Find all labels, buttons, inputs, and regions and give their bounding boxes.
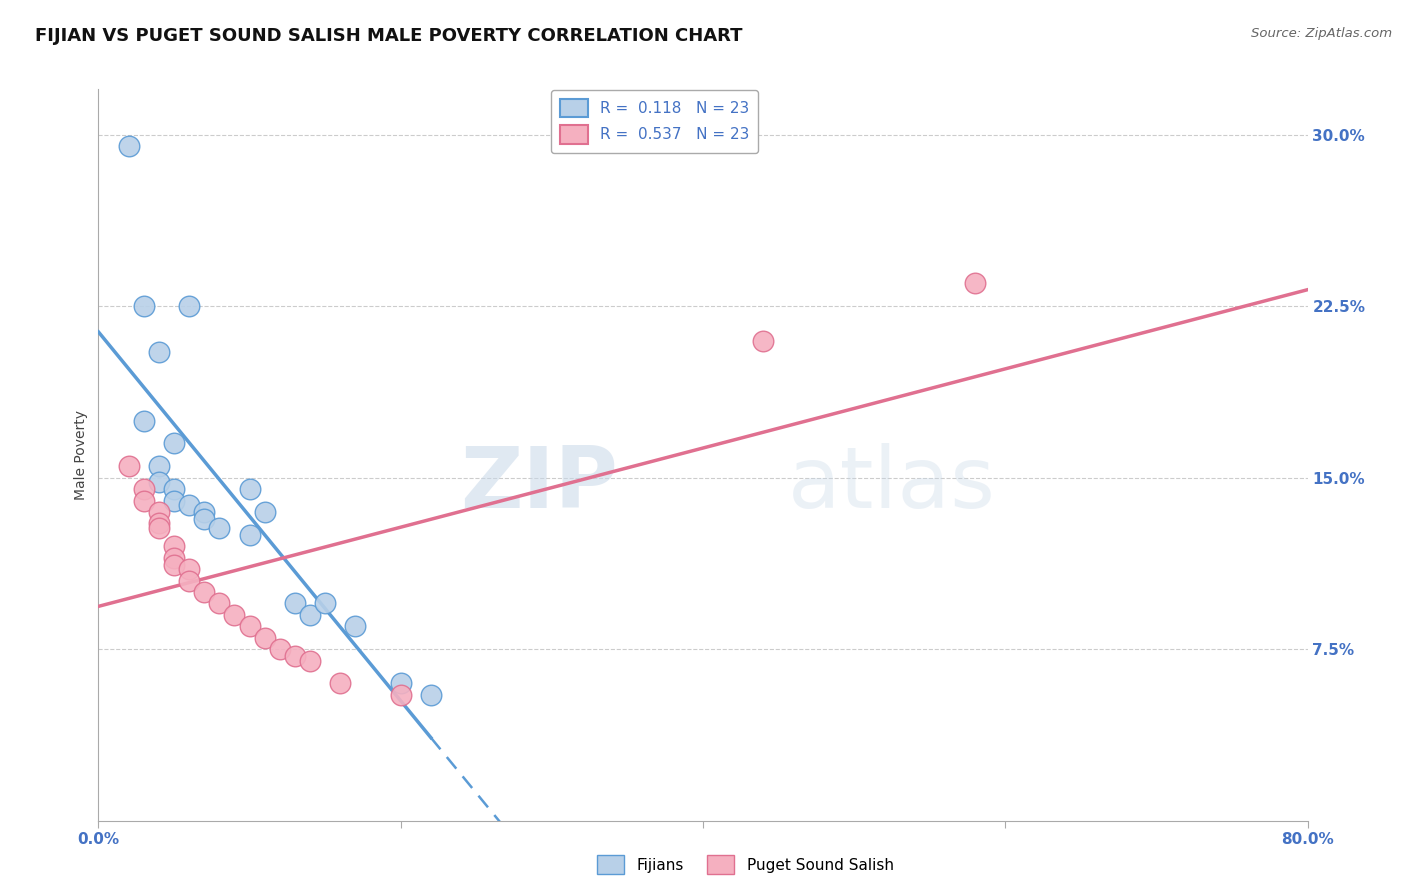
Point (253, 505, 276, 519)
Point (193, 505, 215, 519)
Point (193, 585, 215, 599)
Point (163, 539, 186, 553)
Point (179, 562, 201, 576)
Point (132, 493, 155, 508)
Text: atlas: atlas (787, 442, 995, 525)
Point (329, 676, 352, 690)
Text: FIJIAN VS PUGET SOUND SALISH MALE POVERTY CORRELATION CHART: FIJIAN VS PUGET SOUND SALISH MALE POVERT… (35, 27, 742, 45)
Point (269, 642, 291, 657)
Legend: Fijians, Puget Sound Salish: Fijians, Puget Sound Salish (591, 849, 900, 880)
Point (148, 345, 170, 359)
Point (965, 277, 987, 291)
Point (132, 414, 155, 428)
Point (314, 597, 336, 611)
Point (239, 482, 262, 496)
Point (148, 516, 170, 531)
Point (299, 654, 322, 668)
Point (299, 607, 322, 622)
Point (284, 597, 307, 611)
Point (224, 607, 246, 622)
Point (208, 597, 231, 611)
Point (118, 459, 141, 474)
Point (420, 688, 443, 702)
Text: Source: ZipAtlas.com: Source: ZipAtlas.com (1251, 27, 1392, 40)
Point (118, 139, 141, 153)
Point (132, 482, 155, 496)
Point (179, 574, 201, 588)
Point (163, 436, 186, 450)
Point (179, 498, 201, 512)
Point (239, 619, 262, 633)
Point (344, 619, 367, 633)
Legend: R =  0.118   N = 23, R =  0.537   N = 23: R = 0.118 N = 23, R = 0.537 N = 23 (551, 89, 758, 153)
Point (389, 688, 412, 702)
Point (752, 334, 775, 348)
Point (284, 649, 307, 664)
Point (132, 299, 155, 313)
Point (148, 505, 170, 519)
Point (163, 493, 186, 508)
Point (163, 558, 186, 572)
Point (208, 521, 231, 535)
Point (163, 550, 186, 565)
Point (148, 521, 170, 535)
Text: ZIP: ZIP (461, 442, 619, 525)
Point (179, 299, 201, 313)
Y-axis label: Male Poverty: Male Poverty (75, 410, 89, 500)
Point (148, 475, 170, 490)
Point (389, 676, 412, 690)
Point (253, 631, 276, 645)
Point (163, 482, 186, 496)
Point (148, 459, 170, 474)
Point (193, 512, 215, 526)
Point (239, 528, 262, 542)
